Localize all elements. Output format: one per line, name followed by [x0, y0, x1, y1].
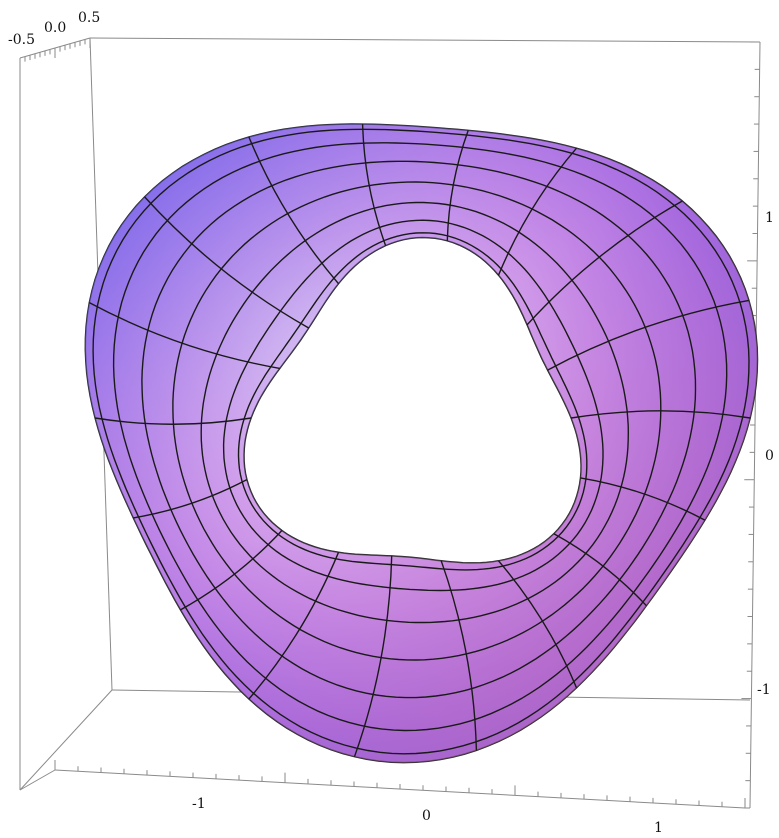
mesh-meridian	[580, 477, 706, 521]
mesh-meridian	[94, 417, 252, 425]
mesh-meridian	[88, 301, 280, 370]
torus-surface	[84, 123, 759, 764]
mesh-parallel	[141, 160, 697, 699]
surface-mesh	[88, 124, 751, 757]
mesh-parallel	[92, 128, 750, 755]
mesh-meridian	[526, 200, 683, 326]
mesh-meridian	[440, 560, 478, 751]
mesh-meridian	[361, 124, 387, 246]
mesh-parallel	[237, 232, 588, 571]
mesh-parallel	[112, 142, 728, 732]
mesh-parallel	[200, 201, 630, 624]
mesh-meridian	[570, 410, 751, 419]
mesh-meridian	[133, 478, 248, 519]
z-tick-label: 0.0	[44, 20, 66, 36]
mesh-parallel	[222, 219, 604, 592]
mesh-meridian	[497, 560, 578, 689]
mesh-meridian	[248, 136, 340, 285]
mesh-meridian	[180, 530, 283, 611]
x-axis-tick-marks	[54, 760, 746, 808]
mesh-parallel	[172, 181, 662, 661]
z-tick-label: 0.5	[78, 10, 100, 26]
mesh-meridian	[547, 299, 750, 371]
z-tick-label: -0.5	[8, 32, 35, 48]
y-tick-label: 1	[765, 210, 774, 226]
mesh-meridian	[497, 147, 578, 276]
x-tick-label: -1	[192, 796, 206, 812]
mesh-meridian	[446, 130, 469, 241]
z-axis-tick-marks	[19, 38, 91, 68]
x-tick-label: 0	[422, 808, 431, 824]
x-tick-label: 1	[654, 820, 663, 836]
mesh-meridian	[248, 552, 340, 700]
mesh-meridian	[353, 555, 393, 757]
y-tick-label: 0	[765, 448, 774, 464]
y-tick-label: -1	[757, 682, 771, 698]
mesh-meridian	[144, 196, 310, 329]
mesh-meridian	[553, 533, 647, 607]
